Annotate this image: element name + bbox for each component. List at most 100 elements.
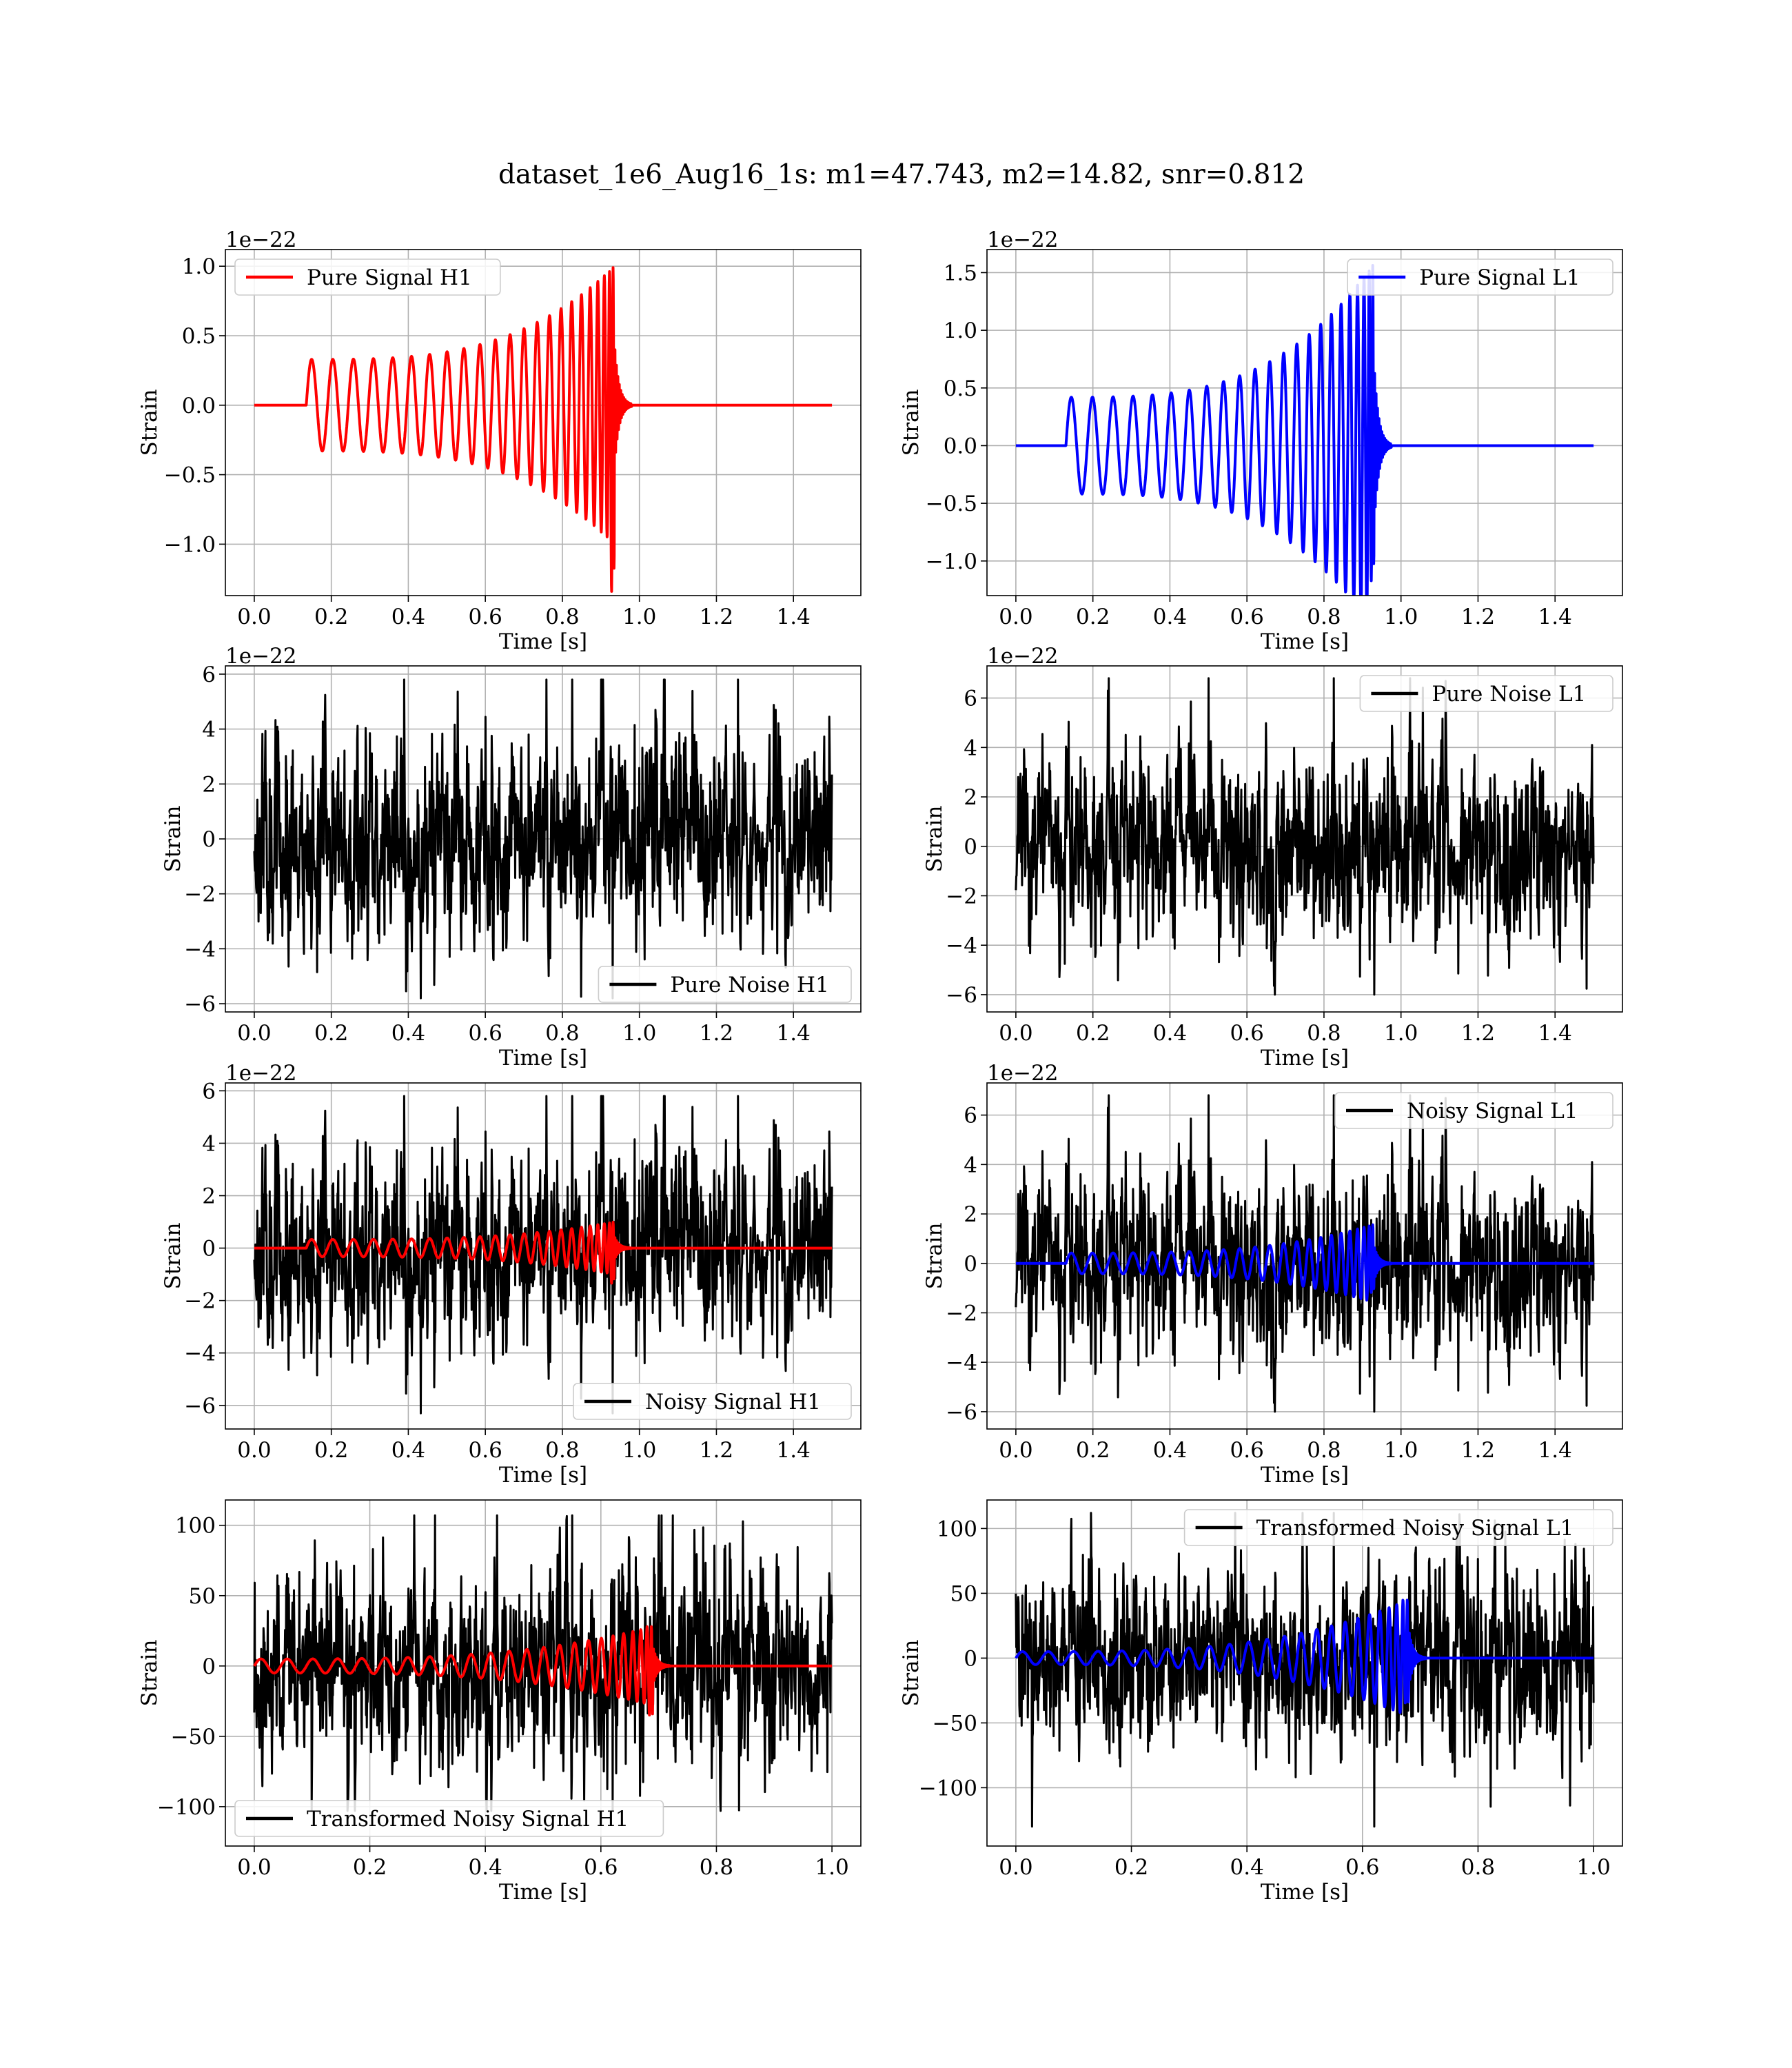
y-tick-label: 50 [189, 1584, 216, 1609]
x-tick-label: 1.4 [777, 1021, 811, 1046]
x-tick-label: 1.0 [815, 1855, 848, 1880]
x-tick-label: 0.6 [469, 1021, 502, 1046]
y-tick-label: 0 [202, 1654, 216, 1679]
y-axis-label: Strain [161, 806, 185, 873]
series-line-0 [253, 266, 833, 593]
x-tick-label: 0.0 [237, 605, 271, 629]
x-tick-label: 0.8 [545, 1021, 579, 1046]
x-tick-label: 0.4 [391, 1438, 425, 1463]
y-tick-label: 4 [202, 718, 216, 742]
y-axis-label: Strain [161, 1223, 185, 1290]
x-tick-label: 0.6 [1230, 1438, 1264, 1463]
x-tick-label: 1.2 [700, 1021, 733, 1046]
axes-frame [225, 1499, 862, 1847]
x-tick-label: 0.2 [1076, 1021, 1110, 1046]
legend: Transformed Noisy Signal L1 [1183, 1509, 1613, 1546]
legend-label: Pure Noise L1 [1432, 682, 1586, 707]
x-tick-label: 0.6 [469, 1438, 502, 1463]
x-tick-label: 1.2 [700, 605, 733, 629]
x-tick-label: 1.0 [1384, 605, 1418, 629]
offset-text: 1e−22 [225, 227, 297, 252]
x-tick-label: 0.8 [1307, 1021, 1341, 1046]
x-axis-label: Time [s] [1261, 1880, 1349, 1905]
axes-frame [986, 249, 1623, 596]
x-tick-label: 0.0 [999, 605, 1032, 629]
panel-transformed-noisy-signal-l1: 0.0 0.2 0.4 0.6 0.8 1.0 −100 −50 0 50 100 Time [s] S… [899, 1499, 1623, 1905]
series-line-0 [1015, 677, 1595, 996]
legend-label: Noisy Signal H1 [645, 1390, 821, 1415]
axes-frame [225, 249, 862, 596]
x-tick-label: 1.2 [1461, 1021, 1495, 1046]
y-tick-label: −1.0 [926, 549, 977, 574]
panel-pure-signal-l1: 0.0 0.2 0.4 0.6 0.8 1.0 1.2 1.4 −1.0 −0.5 0.0 0.5 1.… [899, 227, 1623, 654]
y-tick-label: 2 [964, 785, 977, 810]
y-axis-label: Strain [899, 1640, 924, 1707]
y-tick-label: −2 [946, 884, 977, 909]
legend-box [598, 966, 852, 1003]
offset-text: 1e−22 [987, 644, 1059, 669]
x-tick-label: 0.8 [1307, 605, 1341, 629]
x-axis-label: Time [s] [499, 629, 587, 654]
y-tick-label: −4 [946, 933, 977, 958]
x-tick-label: 0.8 [545, 1438, 579, 1463]
panel-pure-signal-h1: 0.0 0.2 0.4 0.6 0.8 1.0 1.2 1.4 −1.0 −0.5 0.0 0.5 1.… [137, 227, 862, 654]
x-tick-label: 0.4 [1153, 1438, 1187, 1463]
series-line-0 [1015, 1094, 1595, 1413]
y-tick-label: −2 [946, 1301, 977, 1326]
y-axis-label: Strain [922, 1223, 947, 1290]
series-group [1015, 1512, 1595, 1828]
x-tick-label: 0.6 [584, 1855, 618, 1880]
y-tick-label: −4 [184, 1341, 216, 1366]
x-tick-label: 0.4 [469, 1855, 502, 1880]
y-tick-label: −4 [184, 937, 216, 962]
y-tick-label: 1.5 [944, 261, 977, 285]
x-tick-label: 0.2 [314, 605, 348, 629]
series-group [253, 678, 833, 1000]
y-tick-label: −100 [919, 1776, 977, 1801]
x-tick-label: 1.2 [1461, 605, 1495, 629]
legend-box [573, 1383, 852, 1420]
offset-text: 1e−22 [225, 1061, 297, 1086]
x-axis-label: Time [s] [1261, 1046, 1349, 1071]
series-group [1015, 1094, 1595, 1413]
x-axis-label: Time [s] [1261, 1463, 1349, 1488]
x-tick-label: 1.4 [1538, 1438, 1572, 1463]
x-tick-label: 0.2 [314, 1021, 348, 1046]
series-line-0 [1015, 264, 1595, 596]
x-tick-label: 0.4 [391, 1021, 425, 1046]
y-tick-label: −6 [184, 1394, 216, 1419]
x-tick-label: 0.0 [237, 1855, 271, 1880]
y-tick-label: 0 [964, 1252, 977, 1277]
y-tick-label: −6 [184, 992, 216, 1017]
legend-label: Pure Signal H1 [307, 265, 472, 290]
series-group [253, 266, 833, 593]
y-tick-label: 0.0 [944, 434, 977, 458]
series-line-0 [253, 1514, 833, 1812]
legend-label: Noisy Signal L1 [1407, 1099, 1578, 1124]
y-tick-label: 0 [202, 827, 216, 852]
x-tick-label: 0.0 [999, 1855, 1032, 1880]
x-tick-label: 0.8 [1461, 1855, 1495, 1880]
y-tick-label: −0.5 [164, 463, 216, 488]
grid [987, 250, 1622, 596]
y-tick-label: −2 [184, 882, 216, 907]
y-axis-label: Strain [899, 389, 924, 456]
y-tick-label: 4 [964, 1153, 977, 1177]
legend: Transformed Noisy Signal H1 [234, 1800, 664, 1837]
series-line-0 [253, 1095, 833, 1415]
y-tick-label: 0 [202, 1237, 216, 1261]
y-tick-label: −50 [171, 1725, 216, 1750]
y-axis-label: Strain [137, 389, 162, 456]
x-axis-label: Time [s] [499, 1046, 587, 1071]
x-tick-label: 0.8 [700, 1855, 733, 1880]
legend-box [1334, 1092, 1613, 1129]
y-tick-label: 1.0 [944, 318, 977, 343]
x-tick-label: 1.4 [1538, 605, 1572, 629]
legend-label: Pure Signal L1 [1419, 265, 1580, 290]
legend: Pure Signal L1 [1347, 258, 1613, 296]
y-tick-label: −50 [933, 1711, 977, 1736]
y-tick-label: 6 [964, 1104, 977, 1128]
offset-text: 1e−22 [225, 644, 297, 669]
x-tick-label: 1.4 [777, 605, 811, 629]
y-tick-label: 50 [950, 1581, 977, 1606]
